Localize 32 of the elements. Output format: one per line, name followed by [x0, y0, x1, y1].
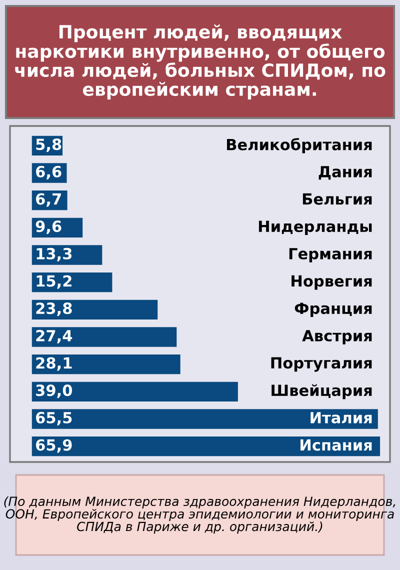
bar: [32, 382, 238, 402]
y-tick-label: Норвегия: [292, 275, 372, 290]
y-tick-label: Австрия: [302, 330, 372, 344]
bar: [32, 436, 380, 456]
data-label: 5,8: [36, 138, 62, 152]
y-tick-label: Италия: [310, 412, 372, 424]
y-tick-label: Дания: [318, 166, 372, 180]
bar: [32, 327, 177, 347]
data-label: 39,0: [36, 384, 72, 398]
data-label: 65,9: [36, 439, 72, 453]
data-label: 13,3: [36, 248, 72, 262]
data-label: 23,8: [36, 302, 72, 316]
y-tick-label: Бельгия: [302, 193, 372, 205]
y-tick-label: Испания: [300, 439, 372, 451]
y-tick-label: Нидерланды: [258, 220, 372, 236]
y-tick-label: Португалия: [271, 357, 372, 372]
data-label: 6,7: [36, 193, 61, 207]
data-label: 28,1: [36, 357, 72, 371]
data-label: 15,2: [36, 275, 72, 289]
data-label: 27,4: [36, 330, 72, 344]
y-tick-label: Великобритания: [227, 138, 372, 154]
y-tick-label: Швейцария: [272, 384, 372, 400]
bar: [32, 300, 158, 320]
bar: [32, 354, 180, 374]
text: (По данным Министерства здравоохранения Нидерландов, ООН, Европейского центра эпидемиологии и мониторинга СПИДа в Париже и др. организаций.): [4, 496, 396, 534]
bar: [32, 409, 378, 429]
chart-title: Процент людей, вводящих наркотики внутривенно, от общего числа людей, больных СПИДом, по европейским странам.: [15, 24, 386, 100]
data-label: 9,6: [36, 220, 62, 234]
y-tick-label: Франция: [294, 302, 372, 318]
data-label: 6,6: [36, 166, 62, 180]
y-tick-label: Германия: [289, 248, 372, 262]
data-label: 65,5: [36, 412, 72, 426]
